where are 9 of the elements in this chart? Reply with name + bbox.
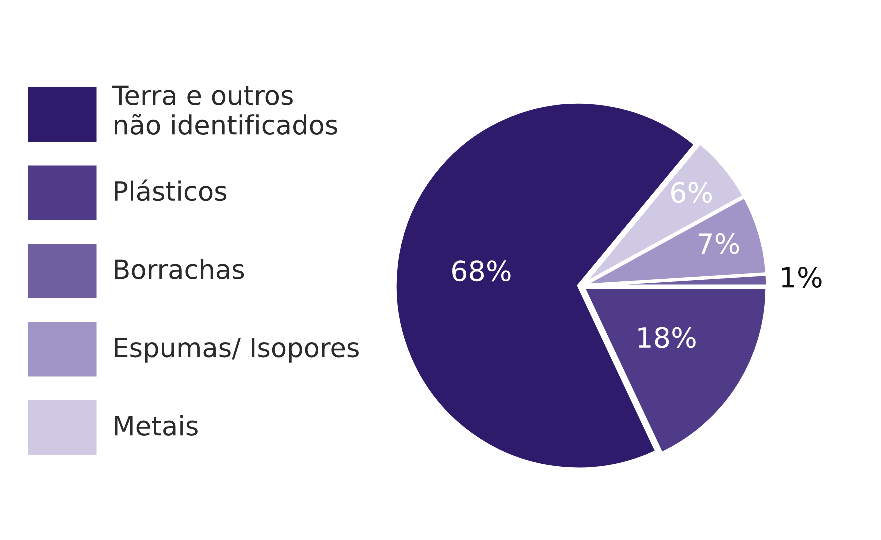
legend-label: Metais: [115, 416, 198, 436]
legend-label: Terra e outros não identificados: [112, 86, 338, 136]
data-label: 7%: [698, 233, 740, 254]
legend-label: Borrachas: [115, 259, 244, 280]
data-label: 68%: [452, 260, 511, 282]
legend-label: Espumas/ Isopores: [115, 338, 359, 363]
data-label: 18%: [638, 327, 696, 348]
data-label: 1%: [782, 267, 822, 288]
legend-label: Plásticos: [115, 180, 227, 202]
